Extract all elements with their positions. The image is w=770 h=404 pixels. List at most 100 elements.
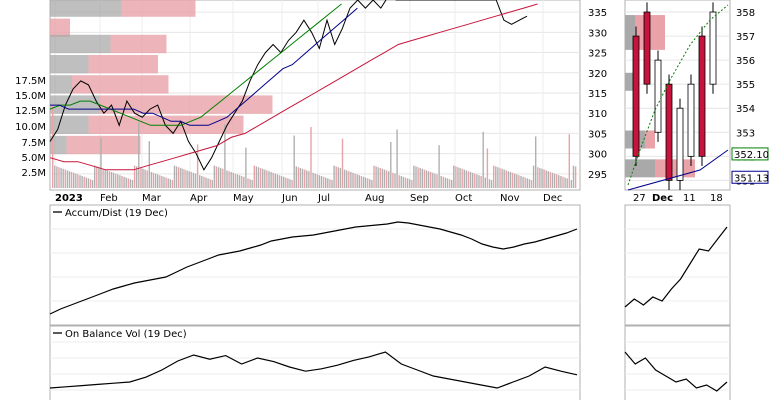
volume-bar bbox=[501, 168, 503, 188]
volume-bar bbox=[570, 180, 573, 188]
volume-bar bbox=[306, 170, 308, 188]
volume-bar bbox=[327, 178, 329, 188]
volume-bar bbox=[94, 165, 96, 188]
volume-bar bbox=[245, 147, 247, 188]
volume-bar bbox=[371, 180, 373, 188]
volume-bar bbox=[541, 168, 543, 188]
volume-bar bbox=[241, 176, 243, 188]
volume-bar bbox=[136, 166, 138, 188]
zoom-accum-dist-panel-border bbox=[624, 204, 731, 326]
volume-bar bbox=[528, 179, 531, 188]
volume-bar bbox=[249, 179, 251, 188]
volume-bar bbox=[207, 178, 209, 188]
volume-bar bbox=[476, 174, 478, 188]
volume-bar bbox=[440, 176, 442, 188]
volume-bar bbox=[146, 170, 148, 188]
volume-bar bbox=[293, 135, 295, 188]
volume-bar bbox=[367, 178, 369, 188]
volume-bar bbox=[264, 169, 266, 188]
zoom-moving-averages bbox=[627, 4, 729, 191]
zoom-value-badge-box bbox=[731, 170, 769, 184]
volume-bar bbox=[457, 167, 459, 188]
volume-bar bbox=[354, 173, 356, 188]
volume-bar bbox=[331, 180, 333, 188]
volume-bar bbox=[346, 170, 348, 188]
volume-bar bbox=[148, 141, 150, 188]
volume-bar bbox=[211, 180, 213, 188]
volume-bar bbox=[413, 165, 415, 188]
volume-bar bbox=[339, 168, 342, 188]
volume-bar bbox=[484, 177, 486, 188]
volume-bar bbox=[343, 169, 346, 188]
volume-bar bbox=[125, 177, 127, 188]
zoom-candlesticks bbox=[632, 2, 717, 190]
main-price-panel: 295 300 305 310 315 320 325 330 335 17.5M 15.0M 12… bbox=[15, 0, 607, 404]
volume-bar bbox=[87, 178, 90, 188]
volume-bar bbox=[182, 168, 184, 188]
volume-bar bbox=[98, 167, 100, 188]
volume-bar bbox=[173, 165, 176, 188]
volume-bar bbox=[474, 173, 476, 188]
volume-bar bbox=[390, 142, 392, 188]
volume-bar bbox=[522, 176, 524, 188]
volume-bar bbox=[100, 138, 102, 188]
volume-bar bbox=[272, 172, 274, 188]
zoom-volume-by-price-up-bar bbox=[625, 72, 635, 91]
zoom-accum-dist-panel bbox=[624, 204, 731, 326]
volume-bar bbox=[446, 178, 449, 188]
volume-bar bbox=[171, 180, 174, 188]
volume-bar bbox=[360, 176, 363, 188]
volume-tick-label: 17.5M bbox=[15, 76, 46, 87]
volume-bar bbox=[314, 173, 316, 188]
on-balance-vol-grid bbox=[50, 341, 580, 391]
volume-bar bbox=[549, 172, 552, 188]
volume-bar bbox=[379, 168, 381, 188]
volume-bar bbox=[81, 176, 83, 188]
volume-bar bbox=[301, 168, 304, 188]
volume-bar bbox=[490, 180, 493, 188]
zoom-accum-dist-grid bbox=[625, 228, 730, 302]
volume-bar bbox=[154, 173, 157, 188]
volume-bar bbox=[60, 168, 62, 188]
volume-bar bbox=[52, 105, 54, 188]
volume-bar bbox=[329, 179, 331, 188]
main-price-tick-label: 320 bbox=[588, 69, 607, 80]
volume-bar bbox=[560, 176, 562, 188]
main-price-y-axis: 295 300 305 310 315 320 325 330 335 bbox=[588, 8, 607, 181]
volume-bar bbox=[396, 129, 398, 188]
volume-bar bbox=[236, 174, 239, 188]
volume-bar bbox=[537, 167, 539, 188]
volume-by-price-down-bar bbox=[72, 75, 169, 94]
volume-bar bbox=[226, 170, 228, 188]
zoom-moving-average-mid bbox=[627, 149, 729, 191]
main-price-tick-label: 300 bbox=[588, 150, 607, 161]
volume-bar bbox=[150, 172, 153, 188]
price-line bbox=[49, 0, 528, 171]
zoom-volume-by-price-up-bar bbox=[625, 15, 635, 34]
volume-bar bbox=[190, 172, 192, 188]
volume-bar bbox=[511, 172, 514, 188]
main-price-tick-label: 330 bbox=[588, 28, 607, 39]
volume-bar bbox=[364, 177, 367, 188]
volume-bar bbox=[70, 172, 73, 188]
zoom-price-tick-label: 357 bbox=[736, 32, 755, 43]
main-x-tick-label: Nov bbox=[500, 193, 520, 204]
on-balance-vol-panel-border bbox=[49, 325, 581, 404]
volume-by-price-down-bar bbox=[121, 0, 196, 17]
volume-bar bbox=[509, 172, 512, 188]
volume-by-price-down-bar bbox=[110, 34, 167, 54]
volume-bar bbox=[568, 134, 570, 188]
volume-bar bbox=[89, 179, 92, 188]
zoom-price-tick-label: 358 bbox=[736, 8, 755, 19]
accum-dist-grid bbox=[50, 228, 580, 302]
zoom-value-badge-label: 352.10 bbox=[734, 150, 769, 161]
volume-bar bbox=[322, 176, 325, 188]
volume-bar bbox=[535, 136, 537, 188]
volume-bar bbox=[224, 124, 226, 188]
volume-bar bbox=[423, 169, 426, 188]
volume-bar bbox=[411, 180, 413, 188]
zoom-candle-body bbox=[676, 107, 684, 181]
volume-bar bbox=[507, 171, 510, 188]
volume-bar bbox=[276, 174, 279, 188]
